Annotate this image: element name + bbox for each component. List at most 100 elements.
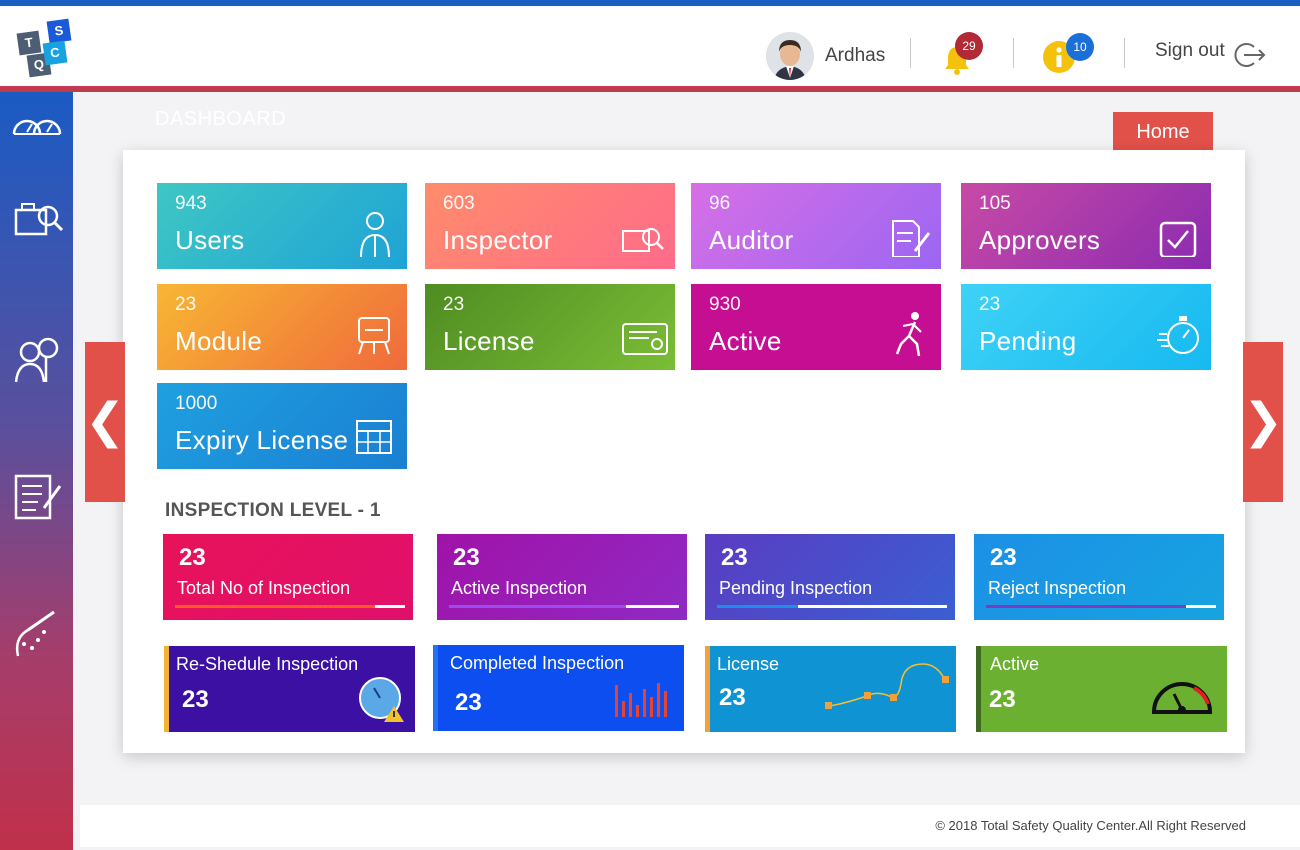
tile-label: Pending [979, 326, 1077, 356]
signout-icon[interactable] [1232, 40, 1266, 70]
reschedule-inspection-tile[interactable]: Re-Shedule Inspection 23 [164, 646, 415, 732]
prev-arrow-button[interactable]: ❮ [85, 342, 125, 502]
tile-label: Expiry License [175, 425, 349, 455]
copyright-text: © 2018 Total Safety Quality Center.All R… [935, 818, 1246, 833]
user-icon [353, 209, 397, 258]
stopwatch-icon [1157, 310, 1201, 358]
tile-auditor[interactable]: 96 Auditor [691, 183, 941, 269]
line-chart-icon [823, 660, 951, 717]
sidebar [0, 92, 73, 850]
tile-label: Users [175, 225, 245, 255]
inspection-count: 23 [719, 684, 746, 711]
next-arrow-button[interactable]: ❯ [1243, 342, 1283, 502]
tile-pending[interactable]: 23 Pending [961, 284, 1211, 370]
progress-fill [175, 605, 376, 608]
inspection-count: 23 [721, 544, 748, 571]
tile-approvers[interactable]: 105 Approvers [961, 183, 1211, 269]
module-icon [353, 310, 397, 358]
user-name: Ardhas [825, 45, 886, 66]
footer: © 2018 Total Safety Quality Center.All R… [80, 805, 1300, 847]
header-bar [0, 6, 1300, 86]
tile-count: 930 [709, 294, 741, 315]
header-divider-1 [910, 38, 911, 68]
progress-bar [449, 605, 679, 608]
runner-icon [887, 310, 931, 358]
tile-expiry-license[interactable]: 1000 Expiry License [157, 383, 407, 469]
inspection-count: 23 [990, 544, 1017, 571]
header-divider-2 [1013, 38, 1014, 68]
tsqc-logo[interactable]: T S Q C [12, 14, 74, 80]
inspection-active-tile[interactable]: 23 Active Inspection [437, 534, 687, 620]
home-button[interactable]: Home [1113, 112, 1213, 152]
tile-license[interactable]: 23 License [425, 284, 675, 370]
tile-count: 603 [443, 193, 475, 214]
inspection-search-icon[interactable] [10, 194, 64, 244]
tile-label: Module [175, 326, 263, 356]
breadcrumb: DASHBOARD [155, 108, 287, 130]
inspection-pending-tile[interactable]: 23 Pending Inspection [705, 534, 955, 620]
certificate-icon [621, 310, 668, 358]
tile-label: License [443, 326, 535, 356]
inspection-label: Completed Inspection [450, 653, 625, 673]
tile-count: 105 [979, 193, 1011, 214]
tile-accent [433, 645, 438, 731]
avatar [766, 32, 814, 80]
tile-users[interactable]: 943 Users [157, 183, 407, 269]
inspection-label: License [717, 654, 780, 674]
tile-label: Auditor [709, 225, 794, 255]
checkbox-icon [1157, 209, 1201, 259]
license-tile[interactable]: License 23 [705, 646, 956, 732]
tile-count: 96 [709, 193, 731, 214]
inspector-user-icon[interactable] [10, 332, 64, 383]
notifications-count-badge: 29 [955, 32, 983, 60]
inspection-label: Active Inspection [451, 578, 588, 598]
sprayer-icon[interactable] [10, 606, 64, 657]
speedometer-icon[interactable] [10, 102, 64, 152]
progress-fill [449, 605, 627, 608]
inspection-label: Reject Inspection [988, 578, 1127, 598]
bar-chart-icon [613, 679, 673, 724]
logo-block-c: C [42, 40, 68, 66]
inspection-label: Total No of Inspection [177, 578, 351, 598]
inspection-label: Re-Shedule Inspection [176, 654, 359, 674]
tile-active[interactable]: 930 Active [691, 284, 941, 370]
tile-inspector[interactable]: 603 Inspector [425, 183, 675, 269]
inspection-total-tile[interactable]: 23 Total No of Inspection [163, 534, 413, 620]
tile-label: Inspector [443, 225, 553, 255]
completed-inspection-tile[interactable]: Completed Inspection 23 [433, 645, 684, 731]
document-edit-icon [887, 209, 931, 258]
inspection-label: Pending Inspection [719, 578, 873, 598]
tile-count: 943 [175, 193, 207, 214]
user-profile[interactable]: Ardhas [766, 32, 885, 80]
inspection-level-title: INSPECTION LEVEL - 1 [165, 500, 381, 521]
header-divider-3 [1124, 38, 1125, 68]
inspection-count: 23 [453, 544, 480, 571]
tile-module[interactable]: 23 Module [157, 284, 407, 370]
calendar-icon [353, 409, 397, 457]
inspection-label: Active [990, 654, 1040, 674]
top-accent-line [0, 0, 1300, 6]
checklist-icon[interactable] [10, 472, 64, 522]
inspection-count: 23 [455, 689, 482, 716]
tile-label: Active [709, 326, 782, 356]
logo-block-t: T [16, 30, 42, 56]
tile-count: 1000 [175, 393, 218, 414]
tile-accent [705, 646, 710, 732]
inspection-count: 23 [179, 544, 206, 571]
active-tile[interactable]: Active 23 [976, 646, 1227, 732]
signout-link[interactable]: Sign out [1155, 40, 1225, 61]
tile-label: Approvers [979, 225, 1101, 255]
tile-accent [164, 646, 169, 732]
progress-bar [717, 605, 947, 608]
header-divider [0, 86, 1300, 92]
inspection-reject-tile[interactable]: 23 Reject Inspection [974, 534, 1224, 620]
progress-bar [986, 605, 1216, 608]
progress-fill [717, 605, 798, 608]
inspection-count: 23 [182, 686, 209, 713]
inspection-count: 23 [989, 686, 1016, 713]
tile-count: 23 [443, 294, 465, 315]
tile-count: 23 [979, 294, 1001, 315]
progress-fill [986, 605, 1187, 608]
clock-warning-icon [358, 676, 408, 727]
progress-bar [175, 605, 405, 608]
